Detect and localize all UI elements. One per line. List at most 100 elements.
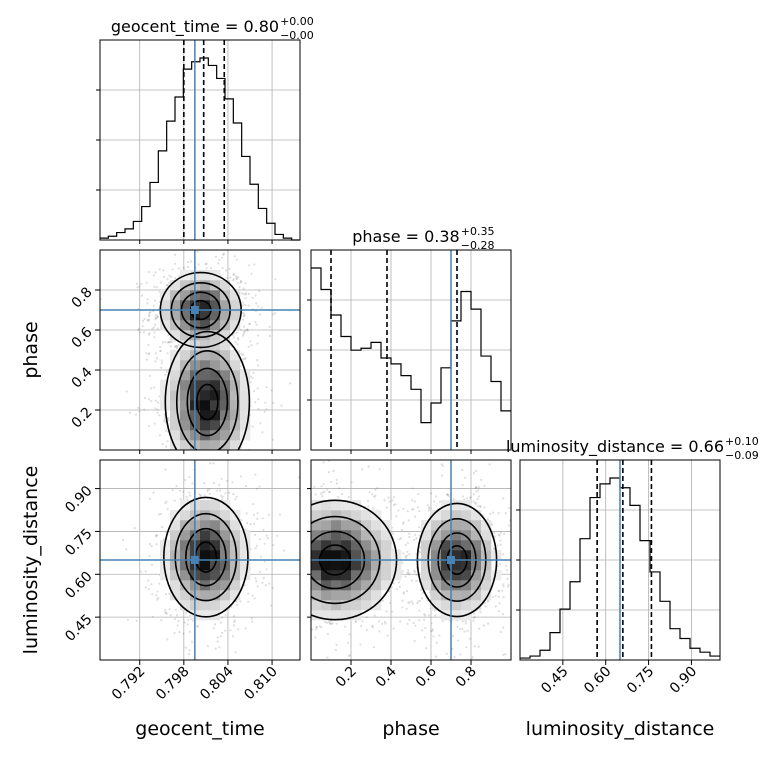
sample-point <box>257 364 260 367</box>
density-cell <box>431 600 442 611</box>
sample-point <box>464 476 467 479</box>
sample-point <box>402 522 405 525</box>
sample-point <box>265 534 268 537</box>
sample-point <box>272 544 275 547</box>
sample-point <box>459 653 462 656</box>
sample-point <box>206 488 209 491</box>
sample-point <box>166 284 169 287</box>
sample-point <box>182 266 185 269</box>
sample-point <box>187 618 190 622</box>
sample-point <box>212 481 215 485</box>
sample-point <box>374 488 377 491</box>
sample-point <box>373 646 376 649</box>
sample-point <box>413 639 416 643</box>
sample-point <box>491 511 495 514</box>
sample-point <box>394 503 397 506</box>
sample-point <box>464 622 468 625</box>
sample-point <box>366 500 370 503</box>
sample-point <box>499 630 502 634</box>
sample-point <box>149 310 152 314</box>
sample-point <box>330 480 333 483</box>
sample-point <box>250 272 253 275</box>
sample-point <box>390 610 394 613</box>
sample-point <box>148 352 151 355</box>
sample-point <box>479 505 482 509</box>
sample-point <box>159 349 162 352</box>
density-cell <box>431 510 442 521</box>
sample-point <box>152 326 155 329</box>
density-cell <box>180 420 191 431</box>
sample-point <box>135 282 138 285</box>
density-cell <box>451 530 462 541</box>
title-phase: phase = 0.38 <box>352 227 459 246</box>
sample-point <box>234 498 237 501</box>
sample-point <box>461 620 464 623</box>
title-sub-geocent_time: −0.00 <box>280 29 314 42</box>
sample-point <box>174 608 177 611</box>
sample-point <box>150 583 153 586</box>
sample-point <box>229 276 232 279</box>
density-cell <box>210 440 221 450</box>
density-cell <box>481 590 492 601</box>
sample-point <box>158 582 161 585</box>
panel-frame <box>99 39 301 241</box>
sample-point <box>423 636 426 639</box>
sample-point <box>249 523 252 526</box>
panel-frame <box>310 249 512 451</box>
sample-point <box>155 535 158 538</box>
sample-point <box>165 370 168 373</box>
sample-point <box>499 539 502 542</box>
density-cell <box>210 600 221 611</box>
density-cell <box>220 600 231 611</box>
sample-point <box>472 616 475 620</box>
sample-point <box>249 340 252 343</box>
sample-point <box>147 353 150 356</box>
sample-point <box>254 401 257 404</box>
density-cell <box>180 560 191 571</box>
density-cell <box>361 540 372 551</box>
density-cell <box>351 520 362 531</box>
truth-marker <box>447 556 455 564</box>
sample-point <box>338 487 341 490</box>
sample-point <box>311 628 314 631</box>
sample-point <box>161 526 164 529</box>
density-cell <box>170 520 181 531</box>
sample-point <box>169 345 172 348</box>
density-cell <box>220 330 231 341</box>
density-cell <box>220 350 231 361</box>
density-cell <box>351 510 362 521</box>
sample-point <box>258 538 261 541</box>
density-cell <box>441 570 452 581</box>
sample-point <box>147 319 150 322</box>
sample-point <box>398 538 401 541</box>
density-cell <box>311 560 322 571</box>
density-cell <box>230 560 241 571</box>
scatter-panel-phase-luminosity_distance <box>311 460 511 660</box>
sample-point <box>158 434 162 437</box>
density-cell <box>441 510 452 521</box>
sample-point <box>434 655 438 658</box>
density-cell <box>230 440 241 450</box>
x-axis-label-phase: phase <box>382 718 439 740</box>
sample-point <box>256 517 259 521</box>
sample-point <box>253 513 256 516</box>
sample-point <box>244 627 247 630</box>
density-cell <box>220 440 231 450</box>
sample-point <box>493 535 497 538</box>
sample-point <box>408 618 411 622</box>
sample-point <box>184 646 187 649</box>
sample-point <box>498 534 501 537</box>
sample-point <box>140 282 143 286</box>
sample-point <box>205 267 208 270</box>
density-cell <box>230 430 241 441</box>
sample-point <box>167 333 170 337</box>
density-cell <box>351 590 362 601</box>
density-cell <box>220 390 231 401</box>
sample-point <box>154 352 157 355</box>
density-cell <box>230 570 241 581</box>
density-cell <box>321 550 332 561</box>
density-cell <box>200 410 211 421</box>
sample-point <box>184 611 188 614</box>
sample-point <box>254 473 257 476</box>
sample-point <box>173 631 176 635</box>
